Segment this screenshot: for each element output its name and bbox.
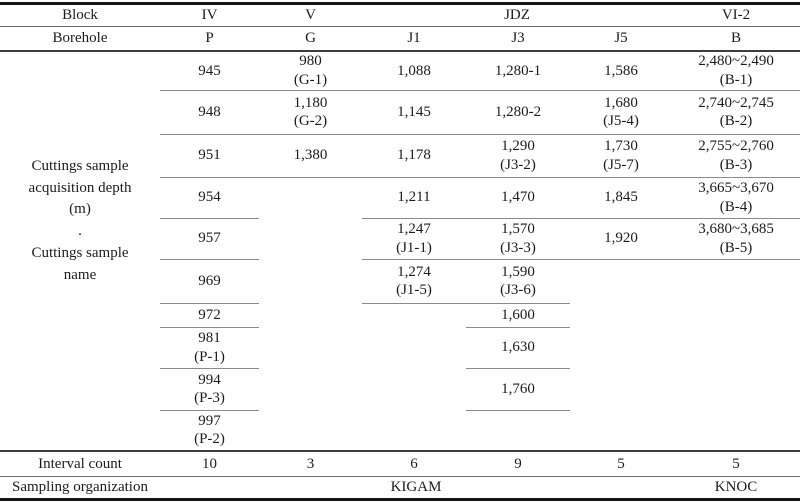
table-cell (672, 259, 800, 303)
table-cell: 1,280-2 (466, 90, 570, 135)
interval-cell-g: 3 (259, 450, 362, 477)
table-cell (362, 303, 466, 327)
table-row: 981 (P-1) 1,630 (0, 327, 800, 369)
block-row: Block IV V JDZ VI-2 (0, 3, 800, 27)
block-cell-iv: IV (160, 3, 259, 27)
table-row: 948 1,180 (G-2) 1,145 1,280-2 1,680 (J5-… (0, 90, 800, 135)
table-cell: 1,290 (J3-2) (466, 134, 570, 178)
borehole-cell-j1: J1 (362, 26, 466, 52)
block-cell-v: V (259, 3, 362, 27)
table-cell (570, 327, 672, 368)
table-cell: 1,586 (570, 51, 673, 91)
table-cell: 945 (160, 51, 259, 91)
borehole-cell-b: B (672, 26, 800, 52)
table-row: Cuttings sample acquisition depth (m) . … (0, 51, 800, 283)
table-cell: 957 (160, 218, 259, 260)
table-cell: 2,755~2,760 (B-3) (672, 134, 800, 178)
table-cell: 980 (G-1) (259, 51, 362, 91)
table-cell (466, 410, 570, 451)
table-cell: 1,590 (J3-6) (466, 259, 570, 304)
table-cell (259, 368, 362, 410)
interval-cell-j1: 6 (362, 450, 466, 477)
organization-cell-kigam: KIGAM (390, 479, 442, 496)
table-cell: 1,247 (J1-1) (362, 218, 466, 260)
table-cell: 954 (160, 177, 259, 219)
table-cell (672, 327, 800, 368)
table-row: 951 1,380 1,178 1,290 (J3-2) 1,730 (J5-7… (0, 134, 800, 178)
table-cell (259, 327, 362, 368)
table-cell: 994 (P-3) (160, 368, 259, 411)
table-cell: 972 (160, 303, 259, 328)
table-cell: 969 (160, 259, 259, 304)
table-cell (362, 410, 466, 451)
row-group-label: Cuttings sample acquisition depth (m) . … (28, 157, 132, 283)
borehole-cell-j3: J3 (466, 26, 570, 52)
table-cell (570, 259, 672, 303)
table-cell (362, 368, 466, 410)
table-row: 994 (P-3) 1,760 (0, 368, 800, 411)
borehole-row-label: Borehole (0, 26, 160, 52)
table-cell (570, 368, 672, 410)
table-cell: 3,680~3,685 (B-5) (672, 218, 800, 260)
table-cell: 1,274 (J1-5) (362, 259, 466, 304)
interval-cell-j3: 9 (466, 450, 570, 477)
table-cell (259, 410, 362, 451)
table-cell: 1,680 (J5-4) (570, 90, 673, 135)
table-cell: 997 (P-2) (194, 412, 225, 448)
table-cell (672, 303, 800, 327)
table-cell: 951 (160, 134, 259, 178)
interval-cell-p: 10 (160, 450, 259, 477)
sampling-organization-row: Sampling organization KIGAM KNOC (0, 477, 800, 500)
table-row: 957 1,247 (J1-1) 1,570 (J3-3) 1,920 3,68… (0, 218, 800, 260)
interval-cell-j5: 5 (570, 450, 673, 477)
table-cell (570, 303, 672, 327)
table-cell (259, 303, 362, 327)
table-cell: 1,570 (J3-3) (466, 218, 570, 260)
interval-count-row: Interval count 10 3 6 9 5 5 (0, 450, 800, 477)
table-cell (259, 177, 362, 218)
table-cell: 1,920 (570, 218, 673, 260)
table-row: 969 1,274 (J1-5) 1,590 (J3-6) (0, 259, 800, 304)
table-cell: 1,088 (362, 51, 466, 91)
borehole-cell-j5: J5 (570, 26, 673, 52)
interval-cell-b: 5 (672, 450, 800, 477)
table-cell: 2,740~2,745 (B-2) (672, 90, 800, 135)
table-cell (672, 368, 800, 410)
table-cell: 1,145 (362, 90, 466, 135)
table-cell: 948 (160, 90, 259, 135)
table-cell (259, 218, 362, 259)
table-cell (259, 259, 362, 303)
table-cell: 1,211 (362, 177, 466, 219)
table-cell (672, 410, 800, 451)
table-cell: 1,280-1 (466, 51, 570, 91)
block-row-label: Block (0, 3, 160, 27)
interval-count-label: Interval count (0, 450, 160, 477)
table-row: 954 1,211 1,470 1,845 3,665~3,670 (B-4) (0, 177, 800, 219)
table-cell: 1,178 (362, 134, 466, 178)
table-cell: 3,665~3,670 (B-4) (672, 177, 800, 219)
table-cell: 1,845 (570, 177, 673, 219)
table-cell: 1,380 (259, 134, 362, 178)
borehole-row: Borehole P G J1 J3 J5 B (0, 26, 800, 52)
table-cell: 2,480~2,490 (B-1) (672, 51, 800, 91)
borehole-cell-p: P (160, 26, 259, 52)
table-row: 972 1,600 (0, 303, 800, 328)
table-cell: 1,600 (466, 303, 570, 328)
block-cell-vi2: VI-2 (672, 3, 800, 27)
table-cell: 1,730 (J5-7) (570, 134, 673, 178)
table-cell: 981 (P-1) (160, 327, 259, 369)
table-cell: 1,760 (466, 368, 570, 411)
table-cell: 1,630 (466, 327, 570, 369)
table-cell: 1,470 (466, 177, 570, 219)
table-row: 997 (P-2) (0, 410, 800, 451)
table-cell: 1,180 (G-2) (259, 90, 362, 135)
borehole-cell-g: G (259, 26, 362, 52)
table-cell (362, 327, 466, 368)
sampling-organization-label: Sampling organization (12, 479, 148, 496)
organization-cell-knoc: KNOC (714, 479, 758, 496)
block-cell-jdz: JDZ (362, 3, 673, 27)
table-cell (570, 410, 672, 451)
